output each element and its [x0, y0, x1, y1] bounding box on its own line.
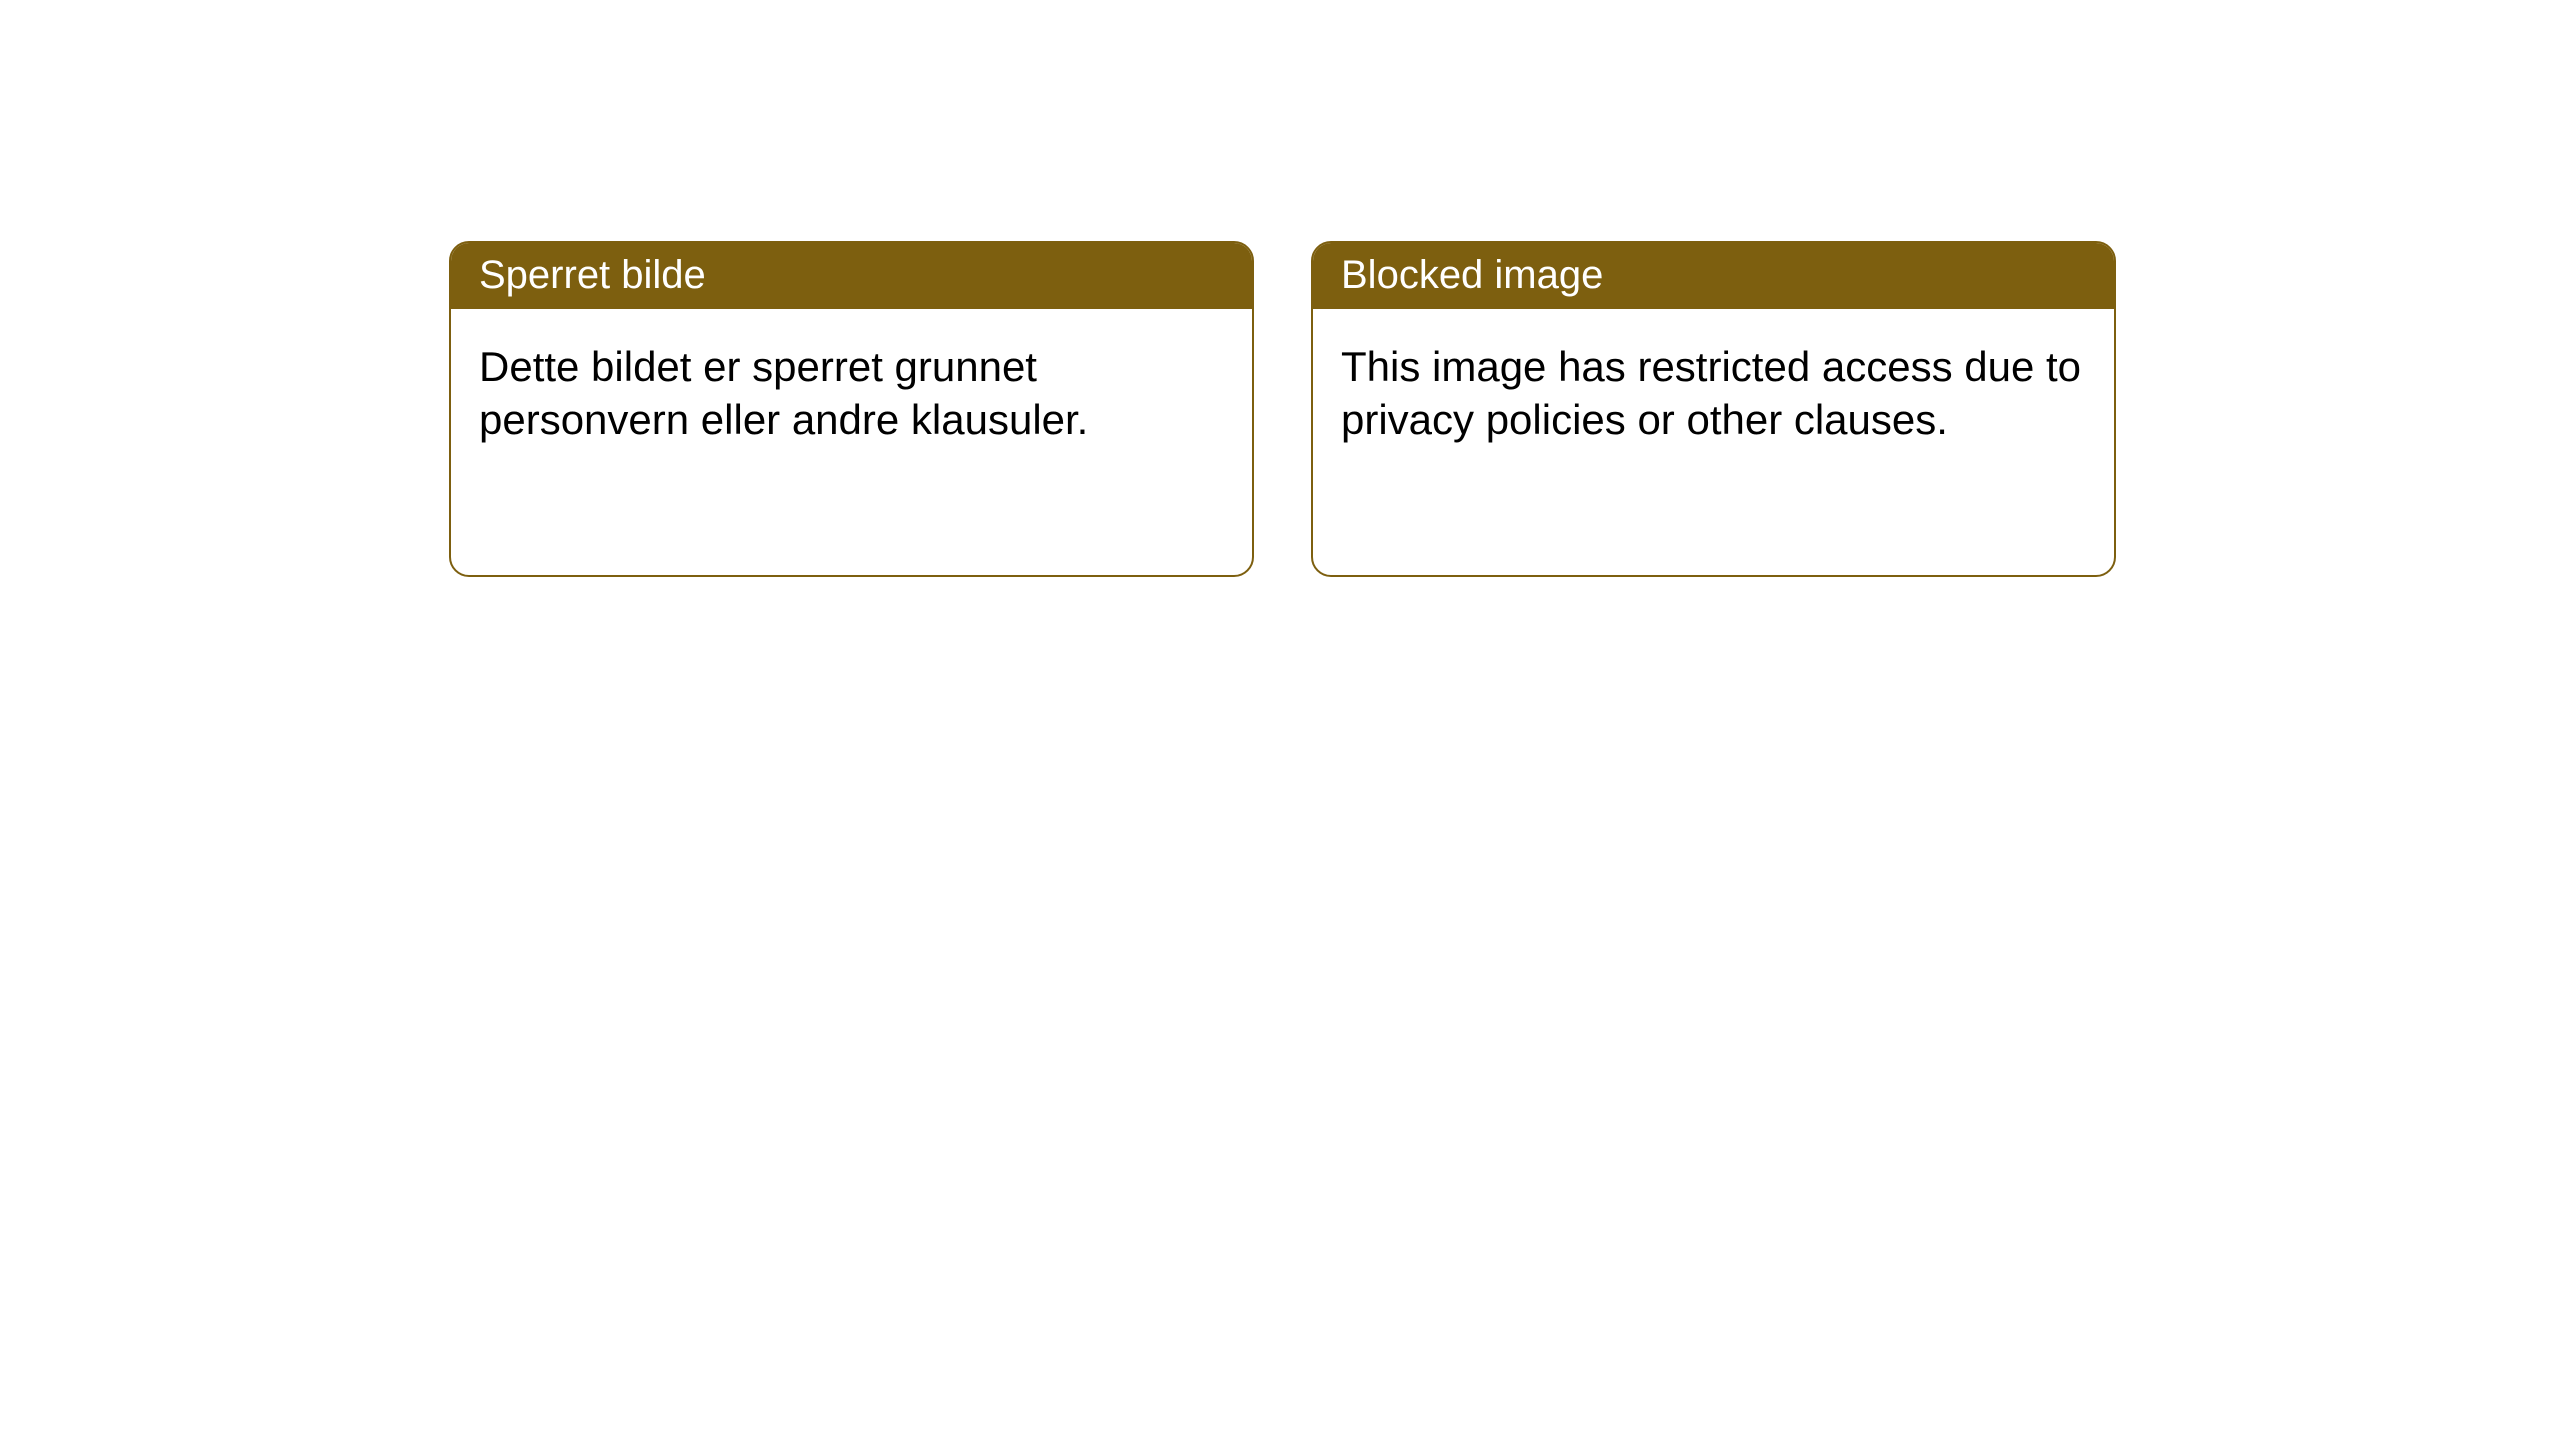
- notice-container: Sperret bilde Dette bildet er sperret gr…: [449, 241, 2560, 577]
- notice-card-english: Blocked image This image has restricted …: [1311, 241, 2116, 577]
- notice-title: Sperret bilde: [479, 253, 706, 297]
- notice-card-header: Blocked image: [1313, 243, 2114, 309]
- notice-card-body: This image has restricted access due to …: [1313, 309, 2114, 478]
- notice-card-body: Dette bildet er sperret grunnet personve…: [451, 309, 1252, 478]
- notice-title: Blocked image: [1341, 253, 1603, 297]
- notice-card-norwegian: Sperret bilde Dette bildet er sperret gr…: [449, 241, 1254, 577]
- notice-body-text: This image has restricted access due to …: [1341, 343, 2081, 443]
- notice-card-header: Sperret bilde: [451, 243, 1252, 309]
- notice-body-text: Dette bildet er sperret grunnet personve…: [479, 343, 1088, 443]
